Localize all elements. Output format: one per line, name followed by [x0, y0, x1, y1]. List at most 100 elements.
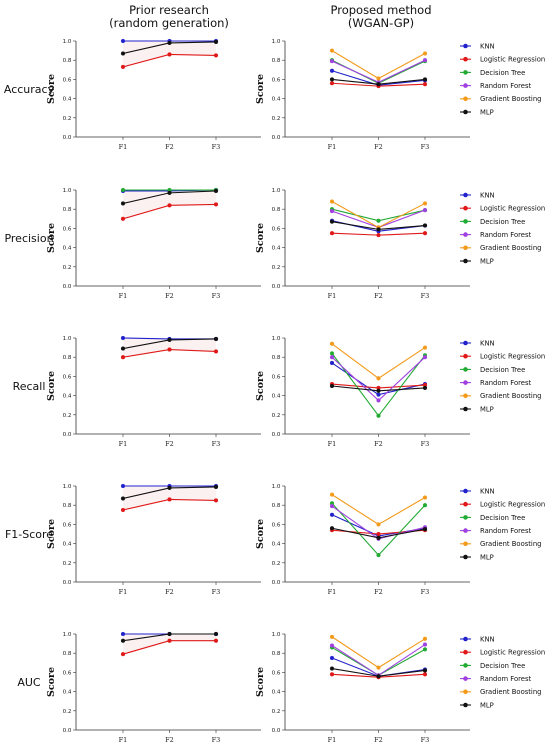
legend-item-random-forest: Random Forest [460, 675, 531, 683]
y-tick-label: 0.2 [63, 709, 72, 715]
legend-label: Decision Tree [480, 662, 525, 670]
point-logistic-regression-f2 [167, 347, 172, 352]
point-random-forest-f1 [329, 59, 335, 64]
legend-swatch-marker [463, 96, 468, 102]
point-random-forest-f3 [422, 208, 428, 213]
legend-item-gradient-boosting: Gradient Boosting [460, 688, 541, 696]
y-tick-label: 0.4 [272, 690, 281, 696]
legend-swatch-marker [463, 406, 468, 412]
point-gradient-boosting-f1 [329, 634, 335, 639]
legend-label: Gradient Boosting [480, 540, 541, 548]
point-decision-tree-f2 [376, 553, 381, 558]
legend-label: Logistic Regression [480, 205, 545, 213]
legend-item-decision-tree: Decision Tree [460, 514, 525, 522]
x-tick-label: F1 [119, 736, 128, 744]
point-gradient-boosting-f2 [376, 76, 381, 81]
chart-panels: Accuracy Score 0.0 0.2 0.4 0.6 0.8 1.0 F1 F2 F3 Sco… [4, 38, 545, 744]
y-tick-label: 0.0 [63, 135, 72, 141]
legend-swatch-marker [463, 83, 468, 88]
y-tick-label: 0.8 [63, 355, 72, 361]
y-tick-label: 0.4 [272, 246, 281, 252]
series-line-decision-tree [331, 502, 426, 556]
y-tick-label: 0.8 [63, 207, 72, 213]
y-tick-label: 1.0 [272, 484, 281, 490]
legend-swatch-marker [463, 702, 468, 708]
point-mlp-f1 [120, 51, 126, 56]
y-tick-label: 1.0 [63, 632, 72, 638]
legend-label: MLP [480, 701, 494, 709]
row-label-accuracy: Accuracy [4, 83, 55, 96]
x-tick-label: F2 [165, 143, 174, 151]
point-decision-tree-f3 [422, 503, 428, 508]
legend-label: Decision Tree [480, 69, 525, 77]
column-title-2-line-1: Proposed method [330, 3, 431, 17]
y-tick-label: 0.0 [272, 728, 281, 734]
legend-item-random-forest: Random Forest [460, 379, 531, 387]
y-tick-label: 0.0 [63, 580, 72, 586]
panel-accuracy-proposed: Score 0.0 0.2 0.4 0.6 0.8 1.0 F1 F2 F3 KNN Logistic… [255, 39, 545, 151]
point-logistic-regression-f2 [167, 638, 172, 643]
legend-label: KNN [480, 42, 495, 50]
x-tick-label: F3 [212, 440, 221, 448]
point-mlp-f3 [422, 77, 428, 82]
point-logistic-regression-f2 [167, 497, 172, 502]
legend-item-knn: KNN [460, 42, 495, 50]
y-tick-label: 0.8 [272, 58, 281, 64]
legend-item-logistic-regression: Logistic Regression [460, 353, 545, 361]
point-mlp-f1 [329, 77, 335, 82]
point-random-forest-f1 [329, 504, 335, 509]
point-knn-f1 [120, 483, 126, 489]
y-tick-label: 1.0 [272, 632, 281, 638]
point-decision-tree-f3 [422, 647, 428, 652]
point-mlp-f2 [376, 674, 381, 679]
legend-label: KNN [480, 487, 495, 495]
column-title-1-line-1: Prior research [129, 3, 209, 17]
legend-item-gradient-boosting: Gradient Boosting [460, 392, 541, 400]
legend-swatch-marker [463, 393, 468, 399]
x-tick-label: F1 [328, 143, 337, 151]
point-decision-tree-f1 [120, 187, 126, 193]
legend-label: Logistic Regression [480, 501, 545, 509]
point-random-forest-f2 [376, 398, 381, 403]
point-mlp-f1 [329, 219, 335, 224]
point-knn-f1 [120, 335, 126, 341]
point-mlp-f1 [120, 201, 126, 206]
point-logistic-regression-f3 [422, 231, 428, 236]
point-mlp-f1 [120, 346, 126, 351]
legend-swatch-marker [463, 109, 468, 115]
x-tick-label: F3 [421, 143, 430, 151]
point-logistic-regression-f1 [120, 64, 126, 70]
x-tick-label: F3 [212, 143, 221, 151]
legend-swatch-marker [463, 488, 468, 494]
y-tick-label: 1.0 [272, 336, 281, 342]
x-tick-label: F1 [119, 292, 128, 300]
legend-swatch-marker [463, 245, 468, 251]
y-tick-label: 0.6 [272, 226, 281, 232]
legend-item-mlp: MLP [460, 257, 494, 265]
legend-swatch-marker [463, 689, 468, 695]
point-mlp-f2 [376, 82, 381, 87]
legend-label: MLP [480, 405, 494, 413]
panel-auc-proposed: Score 0.0 0.2 0.4 0.6 0.8 1.0 F1 F2 F3 KNN Logistic… [255, 632, 545, 744]
row-label-f1-score: F1-Score [5, 528, 53, 541]
legend-swatch-marker [463, 56, 468, 62]
y-tick-label: 0.2 [272, 265, 281, 271]
y-tick-label: 0.0 [272, 432, 281, 438]
y-axis-label: Score [255, 223, 266, 253]
legend-label: MLP [480, 108, 494, 116]
legend-label: KNN [480, 339, 495, 347]
point-mlp-f2 [167, 485, 172, 491]
legend-swatch-marker [463, 192, 468, 198]
y-axis-label: Score [46, 371, 57, 401]
y-tick-label: 0.2 [63, 413, 72, 419]
legend-item-random-forest: Random Forest [460, 82, 531, 90]
legend-item-random-forest: Random Forest [460, 231, 531, 239]
panel-recall-prior: Recall Score 0.0 0.2 0.4 0.6 0.8 1.0 F1 F2 F3 [13, 335, 261, 448]
legend-item-knn: KNN [460, 191, 495, 199]
y-tick-label: 0.6 [63, 670, 72, 676]
point-gradient-boosting-f3 [422, 495, 428, 500]
y-axis-label: Score [255, 371, 266, 401]
y-tick-label: 0.6 [272, 374, 281, 380]
